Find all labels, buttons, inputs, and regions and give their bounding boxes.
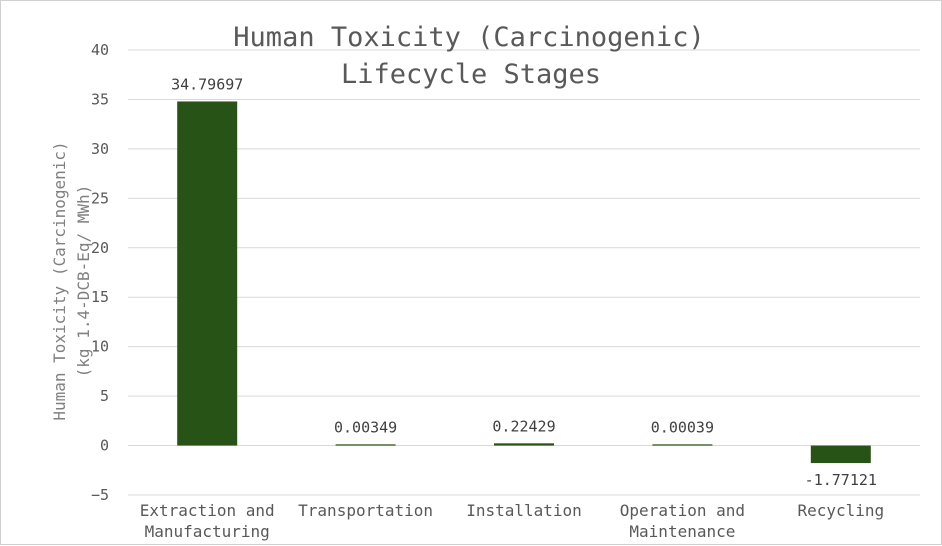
x-category-label: Maintenance bbox=[629, 522, 735, 541]
data-label: 34.79697 bbox=[171, 75, 243, 93]
x-axis-categories: Extraction and Manufacturing Transportatio… bbox=[140, 501, 884, 541]
gridlines bbox=[128, 49, 920, 496]
y-tick-label: 25 bbox=[91, 189, 109, 207]
data-label: 0.00349 bbox=[334, 418, 397, 436]
bar bbox=[177, 101, 238, 446]
y-tick-label: 40 bbox=[91, 41, 109, 59]
y-tick-label: 30 bbox=[91, 140, 109, 158]
bar bbox=[335, 444, 396, 446]
y-tick-label: 0 bbox=[100, 437, 109, 455]
y-axis-ticks: −5 0 5 10 15 20 25 30 35 40 bbox=[91, 41, 109, 504]
y-axis-title: Human Toxicity (Carcinogenic) (kg 1.4-DC… bbox=[50, 141, 93, 420]
bar bbox=[494, 443, 554, 446]
y-tick-label: 15 bbox=[91, 288, 109, 306]
x-category-label: Transportation bbox=[298, 501, 433, 520]
data-label: 0.22429 bbox=[492, 417, 555, 435]
x-category-label: Extraction and bbox=[140, 501, 275, 520]
y-axis-title-line-2: (kg 1.4-DCB-Eq/ MWh) bbox=[74, 185, 93, 378]
x-category-label: Installation bbox=[466, 501, 582, 520]
y-tick-label: −5 bbox=[91, 486, 109, 504]
chart-title-line-2: Lifecycle Stages bbox=[341, 59, 601, 90]
y-tick-label: 20 bbox=[91, 239, 109, 257]
y-tick-label: 5 bbox=[100, 387, 109, 405]
chart-title: Human Toxicity (Carcinogenic) Lifecycle … bbox=[233, 22, 704, 90]
bars bbox=[177, 101, 871, 464]
x-category-label: Manufacturing bbox=[145, 522, 270, 541]
y-tick-label: 35 bbox=[91, 90, 109, 108]
bar bbox=[652, 444, 713, 446]
data-labels: 34.79697 0.00349 0.22429 0.00039 -1.77121 bbox=[171, 75, 877, 489]
bar bbox=[810, 445, 871, 464]
chart-title-line-1: Human Toxicity (Carcinogenic) bbox=[233, 22, 704, 53]
x-category-label: Recycling bbox=[797, 501, 884, 520]
data-label: -1.77121 bbox=[805, 471, 877, 489]
y-axis-title-line-1: Human Toxicity (Carcinogenic) bbox=[50, 141, 69, 420]
x-category-label: Operation and bbox=[620, 501, 745, 520]
y-tick-label: 10 bbox=[91, 338, 109, 356]
data-label: 0.00039 bbox=[651, 418, 714, 436]
